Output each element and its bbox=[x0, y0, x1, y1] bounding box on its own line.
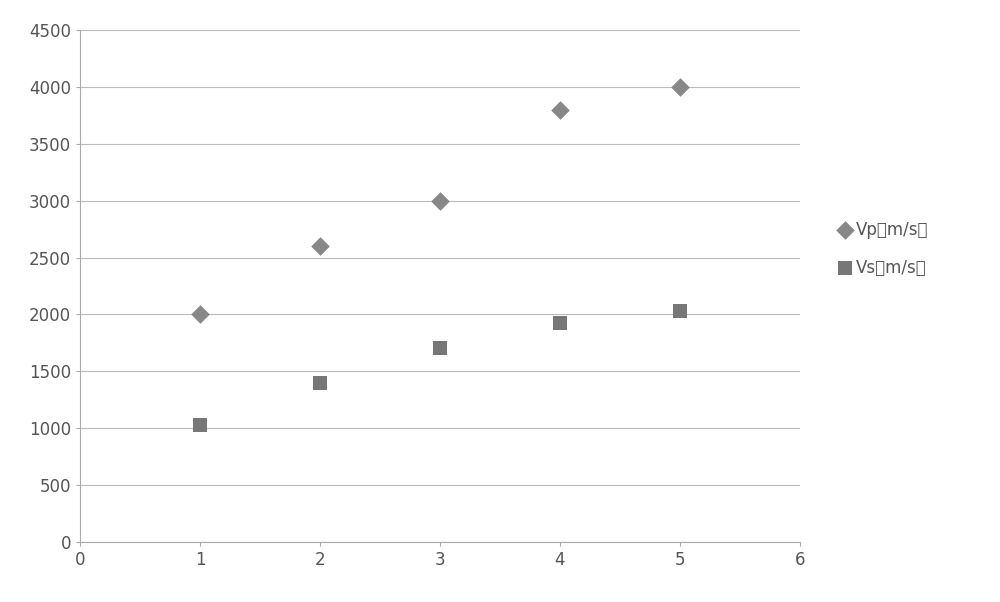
Vp（m/s） bbox=[672, 82, 688, 92]
Vp（m/s） bbox=[312, 241, 328, 251]
Vs（m/s） bbox=[432, 344, 448, 353]
Vp（m/s） bbox=[432, 196, 448, 205]
Vs（m/s） bbox=[192, 420, 208, 429]
Vp（m/s） bbox=[552, 105, 568, 114]
Vs（m/s） bbox=[552, 318, 568, 328]
Legend: Vp（m/s）, Vs（m/s）: Vp（m/s）, Vs（m/s） bbox=[837, 217, 931, 280]
Vs（m/s） bbox=[672, 306, 688, 316]
Vs（m/s） bbox=[312, 378, 328, 388]
Vp（m/s） bbox=[192, 309, 208, 319]
